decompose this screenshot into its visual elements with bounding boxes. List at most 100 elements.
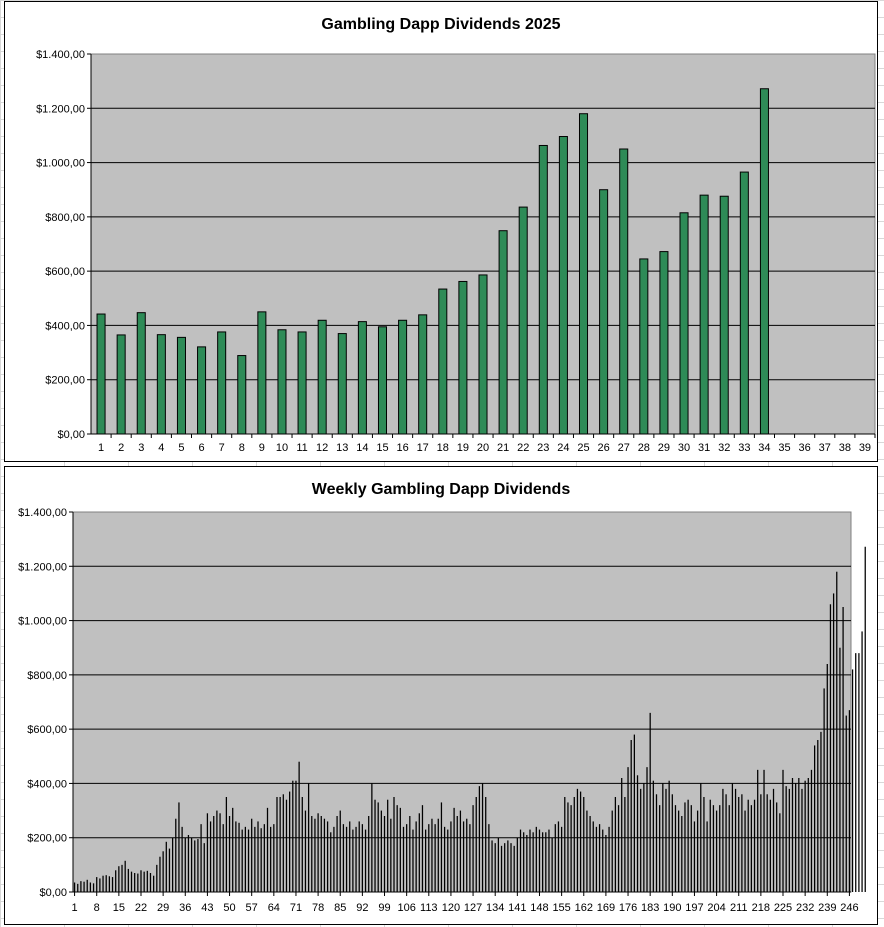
weekly-x-tick-label: 99 bbox=[378, 902, 390, 914]
monthly-chart-title: Gambling Dapp Dividends 2025 bbox=[321, 16, 560, 33]
monthly-x-tick-label: 4 bbox=[158, 442, 164, 454]
weekly-bar bbox=[418, 813, 420, 892]
monthly-bar bbox=[176, 336, 186, 435]
weekly-bar bbox=[428, 824, 430, 892]
weekly-bar bbox=[848, 710, 851, 892]
monthly-x-tick-label: 26 bbox=[597, 442, 609, 454]
weekly-x-tick-label: 50 bbox=[223, 902, 235, 914]
weekly-bar bbox=[358, 821, 360, 892]
weekly-bar bbox=[861, 631, 863, 892]
weekly-x-tick-label: 169 bbox=[597, 902, 615, 914]
monthly-bar bbox=[438, 288, 448, 435]
weekly-bar bbox=[627, 767, 629, 892]
weekly-dividends-chart[interactable]: Weekly Gambling Dapp Dividends $0,00 $200,… bbox=[4, 466, 878, 925]
weekly-x-tick-label: 29 bbox=[157, 902, 169, 914]
weekly-x-tick-label: 43 bbox=[201, 902, 213, 914]
weekly-bar bbox=[333, 826, 335, 892]
weekly-bar bbox=[579, 791, 582, 892]
weekly-bar bbox=[804, 780, 806, 892]
weekly-bar bbox=[431, 818, 433, 892]
monthly-x-tick-label: 3 bbox=[138, 442, 144, 454]
weekly-bar bbox=[845, 715, 847, 892]
weekly-x-tick-label: 8 bbox=[94, 902, 100, 914]
monthly-x-tick-label: 8 bbox=[239, 442, 245, 454]
weekly-bar bbox=[605, 835, 607, 892]
monthly-bar bbox=[478, 274, 488, 435]
weekly-bar bbox=[747, 799, 749, 892]
monthly-bar bbox=[116, 334, 126, 435]
weekly-bar bbox=[738, 797, 740, 892]
monthly-bar bbox=[739, 171, 749, 435]
monthly-y-tick-label: $1.400,00 bbox=[36, 49, 85, 61]
weekly-bar bbox=[858, 653, 860, 892]
weekly-bar bbox=[504, 843, 506, 892]
monthly-x-tick-label: 25 bbox=[577, 442, 589, 454]
weekly-bar bbox=[437, 818, 439, 892]
weekly-bar bbox=[232, 807, 234, 892]
weekly-bar bbox=[810, 769, 813, 892]
weekly-bar bbox=[589, 816, 591, 892]
weekly-bar bbox=[741, 794, 743, 892]
weekly-x-tick-label: 36 bbox=[179, 902, 191, 914]
weekly-bar bbox=[453, 807, 455, 892]
monthly-x-tick-label: 24 bbox=[557, 442, 569, 454]
weekly-bar bbox=[795, 783, 797, 892]
weekly-bar bbox=[519, 829, 522, 892]
weekly-bar bbox=[146, 870, 148, 892]
weekly-bar bbox=[361, 824, 364, 892]
weekly-bar bbox=[551, 837, 553, 892]
weekly-bar bbox=[409, 816, 411, 892]
weekly-bar bbox=[655, 794, 658, 892]
weekly-bar bbox=[462, 821, 465, 892]
weekly-bar bbox=[567, 802, 569, 892]
monthly-bar bbox=[538, 144, 548, 435]
weekly-plot-area bbox=[72, 511, 852, 893]
monthly-x-tick-label: 36 bbox=[799, 442, 811, 454]
weekly-bar bbox=[92, 883, 95, 892]
monthly-bar bbox=[197, 346, 207, 435]
monthly-dividends-chart[interactable]: Gambling Dapp Dividends 2025 $0,00 $200,00… bbox=[4, 1, 878, 462]
weekly-bar bbox=[406, 824, 408, 892]
weekly-bar bbox=[73, 882, 76, 892]
weekly-dividends-svg: Weekly Gambling Dapp Dividends $0,00 $200,… bbox=[18, 481, 866, 914]
weekly-bar bbox=[681, 816, 683, 892]
weekly-bar bbox=[396, 805, 398, 892]
monthly-bar bbox=[759, 88, 769, 435]
weekly-x-tick-label: 211 bbox=[730, 902, 748, 914]
weekly-bar bbox=[301, 797, 303, 892]
weekly-x-tick-label: 155 bbox=[552, 902, 570, 914]
weekly-bar bbox=[342, 824, 345, 892]
weekly-bar bbox=[197, 839, 199, 892]
monthly-bar bbox=[357, 321, 367, 435]
weekly-bar bbox=[421, 805, 424, 892]
monthly-x-tick-label: 31 bbox=[698, 442, 710, 454]
weekly-bar bbox=[662, 783, 664, 892]
weekly-bar bbox=[99, 878, 101, 892]
weekly-bar bbox=[513, 845, 515, 892]
weekly-bar bbox=[706, 821, 708, 892]
weekly-bar bbox=[583, 797, 585, 892]
monthly-x-tick-label: 39 bbox=[859, 442, 871, 454]
weekly-bar bbox=[586, 810, 588, 892]
weekly-x-tick-label: 134 bbox=[486, 902, 504, 914]
monthly-bar bbox=[257, 311, 267, 435]
monthly-x-tick-label: 11 bbox=[296, 442, 307, 454]
weekly-bar bbox=[750, 805, 753, 892]
weekly-bar bbox=[276, 797, 278, 892]
weekly-bar bbox=[592, 821, 594, 892]
weekly-bar bbox=[387, 799, 389, 892]
monthly-bar bbox=[317, 319, 327, 435]
weekly-bar bbox=[282, 794, 284, 892]
weekly-y-tick-label: $1.000,00 bbox=[18, 616, 67, 628]
monthly-x-tick-label: 6 bbox=[199, 442, 205, 454]
monthly-y-tick-label: $1.000,00 bbox=[36, 158, 85, 170]
weekly-bar bbox=[725, 794, 727, 892]
weekly-bar bbox=[181, 826, 183, 892]
weekly-bar bbox=[219, 813, 221, 892]
weekly-bar bbox=[763, 769, 765, 892]
weekly-y-tick-label: $800,00 bbox=[27, 670, 67, 682]
monthly-y-tick-label: $200,00 bbox=[45, 375, 85, 387]
weekly-bar bbox=[228, 816, 231, 892]
weekly-bar bbox=[526, 835, 528, 892]
weekly-bar bbox=[137, 873, 139, 892]
